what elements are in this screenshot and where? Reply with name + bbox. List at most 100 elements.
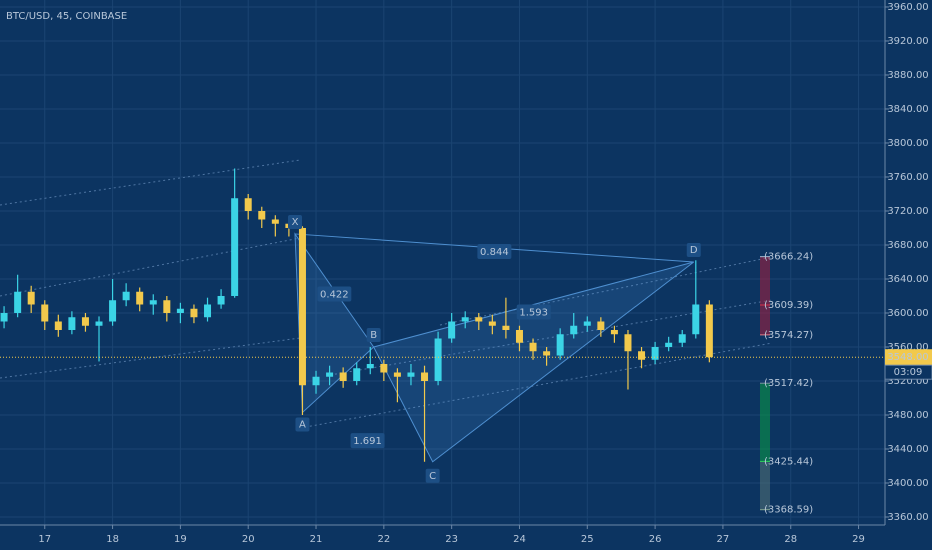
candle-body (109, 300, 117, 322)
candle-body (692, 304, 700, 335)
x-tick-label: 26 (649, 534, 662, 545)
channels (0, 159, 773, 429)
ratio-label: 0.422 (320, 289, 349, 300)
y-tick-label: 3600.00 (887, 308, 928, 319)
candle-body (68, 317, 76, 330)
candle-body (14, 291, 22, 313)
x-tick-label: 29 (852, 534, 865, 545)
candle-body (244, 198, 252, 211)
candle-body (678, 334, 686, 343)
candle-body (54, 321, 62, 330)
y-tick-label: 3400.00 (887, 478, 928, 489)
ratio-box (516, 304, 551, 320)
candle-body (136, 291, 144, 305)
candle-body (312, 376, 320, 386)
last-price-box (885, 349, 932, 366)
pattern-point-box (288, 214, 302, 229)
y-tick-label: 3720.00 (887, 206, 928, 217)
chart-title: BTC/USD, 45, COINBASE (6, 11, 127, 22)
ratio-label: 1.691 (353, 436, 382, 447)
candle-body (651, 346, 659, 360)
x-tick-label: 17 (38, 534, 51, 545)
y-tick-label: 3800.00 (887, 138, 928, 149)
candle-body (705, 304, 713, 358)
pattern-point-box (366, 327, 381, 342)
target-zone (760, 383, 770, 462)
pattern-point-label: C (429, 471, 436, 482)
channel-line (0, 159, 301, 206)
candle-body (597, 321, 605, 330)
candle-body (434, 338, 442, 381)
y-tick-label: 3440.00 (887, 444, 928, 455)
stop-zone (760, 256, 770, 335)
level-label: (3574.27) (764, 330, 813, 341)
level-label: (3666.24) (764, 252, 813, 263)
y-tick-label: 3920.00 (887, 36, 928, 47)
level-label: (3517.42) (764, 378, 813, 389)
x-tick-label: 19 (174, 534, 187, 545)
candle-body (271, 219, 279, 224)
pattern-point-box (295, 417, 310, 432)
y-tick-label: 3520.00 (887, 376, 928, 387)
candle-body (122, 291, 130, 301)
pattern-point-box (686, 242, 701, 257)
x-tick-label: 28 (784, 534, 797, 545)
candle-body (515, 329, 523, 343)
candle-body (502, 325, 510, 330)
candle-body (339, 372, 347, 381)
level-label: (3425.44) (764, 456, 813, 467)
candle-body (366, 363, 374, 369)
candle-body (421, 372, 429, 381)
candle-body (41, 304, 49, 322)
x-tick-label: 22 (377, 534, 390, 545)
candle-body (176, 308, 184, 313)
y-tick-label: 3760.00 (887, 172, 928, 183)
channel-line (0, 237, 301, 297)
candle-body (543, 351, 551, 356)
countdown-box (884, 364, 932, 380)
candle-body (217, 295, 225, 305)
y-tick-label: 3480.00 (887, 410, 928, 421)
y-tick-label: 3640.00 (887, 274, 928, 285)
y-tick-label: 3560.00 (887, 342, 928, 353)
candle-body (149, 300, 157, 305)
candle-body (231, 198, 239, 296)
x-tick-label: 18 (106, 534, 119, 545)
candle-body (95, 321, 103, 326)
candle-body (81, 317, 89, 326)
level-label: (3368.59) (764, 505, 813, 516)
candle-body (570, 325, 578, 335)
candle-body (488, 321, 496, 326)
pattern-point-box (425, 468, 440, 483)
channel-line (439, 256, 773, 326)
pattern-point-label: X (292, 217, 299, 228)
candle-body (326, 372, 334, 377)
y-tick-label: 3840.00 (887, 104, 928, 115)
pattern-point-label: B (370, 330, 377, 341)
candle-body (393, 372, 401, 377)
target-zone (760, 461, 770, 510)
ratio-label: 1.593 (519, 307, 548, 318)
candle-body (583, 321, 591, 326)
last-price-label: 3548.00 (887, 352, 928, 363)
countdown-label: 03:09 (894, 367, 923, 378)
candle-body (624, 334, 632, 352)
y-tick-label: 3880.00 (887, 70, 928, 81)
ratio-box (317, 286, 352, 302)
candle-body (353, 368, 361, 381)
pattern-point-label: D (690, 245, 698, 256)
x-tick-label: 20 (242, 534, 255, 545)
pattern-point-label: A (299, 419, 306, 430)
x-tick-label: 27 (717, 534, 730, 545)
candle-body (638, 351, 646, 360)
ratio-box (477, 243, 512, 259)
candle-body (27, 291, 35, 305)
candle-body (204, 304, 212, 318)
x-tick-label: 23 (445, 534, 458, 545)
y-tick-label: 3680.00 (887, 240, 928, 251)
candle-body (298, 227, 306, 386)
candle-body (665, 342, 673, 347)
x-tick-label: 24 (513, 534, 526, 545)
candle-body (163, 300, 171, 313)
